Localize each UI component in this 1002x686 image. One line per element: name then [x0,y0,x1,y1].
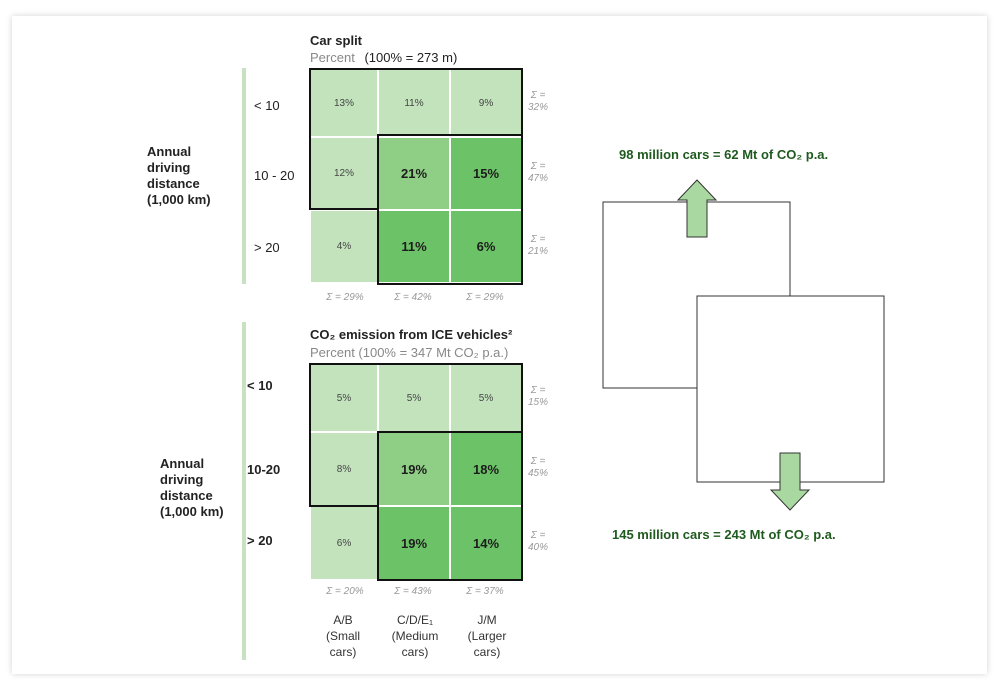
row-sum-label: Σ = 40% [528,530,548,554]
category-larger-line1: J/M [477,613,497,627]
bottom-y-axis-label-l1: Annual [160,456,205,471]
row-sum-sigma: Σ = [530,160,546,172]
heatmap-cell: 18% [451,433,521,505]
top-chart-subtitle-unit: Percent [310,50,355,65]
category-medium-line3: cars) [401,645,429,659]
top-region-outline-high [377,134,523,285]
bottom-region-outline-high [377,431,523,581]
category-label-small: A/B (Small cars) [308,612,378,660]
bottom-region-outline-low [309,363,523,507]
row-sum-value: 15% [528,397,549,408]
heatmap-cell: 9% [451,70,521,136]
heatmap-cell: 6% [451,211,521,282]
heatmap-cell: 19% [379,507,449,579]
top-chart-subtitle-total: (100% = 273 m) [364,50,458,65]
heatmap-cell: 5% [379,365,449,431]
row-sum-sigma: Σ = [530,456,546,467]
category-small-line3: cars) [329,645,357,659]
row-sum-sigma: Σ = [530,233,546,245]
bottom-row-label-1: < 10 [247,378,273,393]
bottom-chart-title: CO₂ emission from ICE vehicles² [310,327,513,342]
bottom-axis-bar [242,322,246,660]
column-sum-label: Σ = 29% [326,292,364,303]
category-larger-line3: cars) [473,645,501,659]
heatmap-cell: 11% [379,70,449,136]
up-arrow [676,179,718,238]
top-y-axis-label-l2: driving [147,160,191,175]
category-label-medium: C/D/E₁ (Medium cars) [380,612,450,660]
category-larger-line2: (Larger [467,629,507,643]
category-small-line2: (Small [325,629,360,643]
heatmap-cell: 13% [311,70,377,136]
large-car-segment-box [696,295,885,483]
top-y-axis-label-l1: Annual [147,144,192,159]
row-sum-value: 21% [528,245,549,257]
heatmap-cell: 8% [311,433,377,505]
category-label-larger: J/M (Larger cars) [452,612,522,660]
row-sum-value: 47% [528,172,549,184]
top-axis-bar [242,68,246,284]
category-small-line1: A/B [333,613,353,627]
column-sum-label: Σ = 29% [466,292,504,303]
column-sum-label: Σ = 43% [394,586,432,597]
top-row-label-1: < 10 [254,98,280,113]
heatmap-cell: 4% [311,211,377,282]
heatmap-cell: 5% [451,365,521,431]
row-sum-label: Σ = 32% [528,90,548,114]
down-callout-text: 145 million cars = 243 Mt of CO₂ p.a. [612,527,836,542]
column-sum-label: Σ = 20% [326,586,364,597]
column-sum-label: Σ = 42% [394,292,432,303]
row-sum-value: 32% [528,102,549,113]
bottom-y-axis-label-l3: distance [160,488,213,503]
row-sum-value: 40% [528,542,549,553]
row-sum-label: Σ = 47% [528,161,548,185]
top-y-axis-label-l4: (1,000 km) [147,192,211,207]
bottom-y-axis-label-l2: driving [160,472,204,487]
heatmap-cell: 6% [311,507,377,579]
top-row-label-2: 10 - 20 [254,168,295,183]
bottom-y-axis-label-l4: (1,000 km) [160,504,224,519]
heatmap-cell: 14% [451,507,521,579]
down-arrow [769,452,811,511]
row-sum-sigma: Σ = [530,530,546,541]
bottom-row-label-2: 10-20 [247,462,281,477]
category-medium-line1: C/D/E₁ [396,613,434,627]
heatmap-cell: 11% [379,211,449,282]
bottom-row-label-3: > 20 [247,533,273,548]
heatmap-cell: 21% [379,138,449,209]
row-sum-value: 45% [528,468,549,479]
top-chart-title: Car split [310,33,363,48]
category-medium-line2: (Medium [391,629,439,643]
column-sum-label: Σ = 37% [466,586,504,597]
top-region-outline-low [309,68,523,210]
heatmap-cell: 15% [451,138,521,209]
heatmap-cell: 19% [379,433,449,505]
top-y-axis-label-l3: distance [147,176,200,191]
top-y-axis-label: Annual driving distance (1,000 km) [147,144,237,208]
row-sum-label: Σ = 15% [528,385,548,409]
row-sum-sigma: Σ = [530,90,546,101]
heatmap-cell: 5% [311,365,377,431]
row-sum-label: Σ = 21% [528,234,548,258]
up-callout-text: 98 million cars = 62 Mt of CO₂ p.a. [619,147,829,162]
bottom-chart-subtitle: Percent (100% = 347 Mt CO₂ p.a.) [310,345,509,360]
heatmap-cell: 12% [311,138,377,209]
top-chart-subtitle: Percent (100% = 273 m) [310,50,457,65]
top-row-label-3: > 20 [254,240,280,255]
bottom-y-axis-label: Annual driving distance (1,000 km) [160,456,240,520]
row-sum-sigma: Σ = [530,385,546,396]
row-sum-label: Σ = 45% [528,456,548,480]
